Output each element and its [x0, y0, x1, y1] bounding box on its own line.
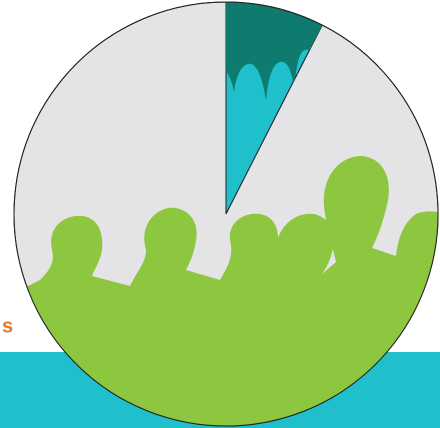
slice-drip	[226, 2, 323, 100]
annotation: s	[2, 315, 13, 337]
pie-outline	[13, 1, 439, 427]
people-silhouettes	[14, 156, 438, 426]
